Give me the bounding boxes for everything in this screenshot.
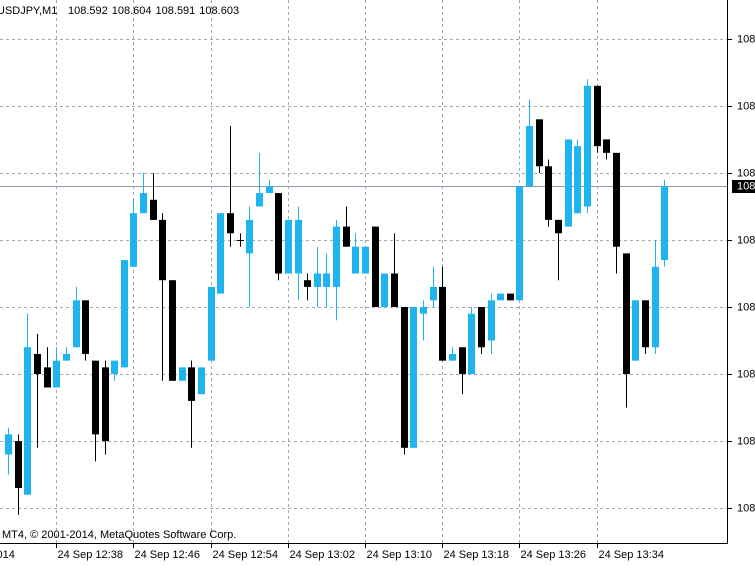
candle-body — [188, 367, 195, 401]
y-tick-label: 108 — [737, 167, 755, 179]
candle-body — [159, 219, 166, 281]
candle-body — [381, 273, 388, 308]
candle-body — [594, 85, 601, 147]
x-tick-label: 24 Sep 12:46 — [135, 549, 200, 561]
y-tick-label: 108 — [737, 435, 755, 447]
candle-body — [24, 347, 31, 495]
labels: USDJPY,M1 MT4, © 2001-2014, MetaQuotes S… — [0, 5, 755, 561]
copyright: MT4, © 2001-2014, MetaQuotes Software Co… — [2, 529, 236, 541]
candle-body — [237, 239, 244, 241]
candle-body — [603, 139, 610, 153]
candle-body — [507, 293, 514, 301]
candle-body — [459, 347, 466, 375]
candle-body — [256, 193, 263, 207]
candle-body — [63, 353, 70, 361]
x-tick-label: 24 Sep 13:02 — [290, 549, 355, 561]
candle-body — [574, 146, 581, 214]
header-value: 108.591 — [156, 5, 196, 17]
chart-title: USDJPY,M1 — [0, 5, 57, 17]
candle-body — [439, 286, 446, 361]
candle-body — [198, 367, 205, 395]
candle-body — [275, 193, 282, 274]
x-tick-label: 24 Sep 13:34 — [599, 549, 664, 561]
candle-body — [15, 441, 22, 489]
candle-body — [497, 293, 504, 301]
candle-body — [565, 139, 572, 227]
candle-body — [44, 367, 51, 388]
candle-body — [613, 152, 620, 247]
x-tick-label: 24 Sep 13:10 — [367, 549, 432, 561]
x-tick-label: 24 Sep 12:54 — [213, 549, 278, 561]
header-value: 108.592 — [68, 5, 108, 17]
candle-body — [642, 300, 649, 348]
candle-body — [661, 186, 668, 261]
header-value: 108.603 — [199, 5, 239, 17]
candle-body — [333, 226, 340, 287]
x-tick-label: 24 Sep 12:38 — [58, 549, 123, 561]
candle-body — [34, 353, 41, 375]
y-tick-label: 108 — [737, 301, 755, 313]
y-tick-label: 108 — [737, 234, 755, 246]
candle-body — [372, 226, 379, 308]
candle-body — [82, 300, 89, 354]
candle-body — [285, 219, 292, 274]
x-tick-label: 24 Sep 13:18 — [444, 549, 509, 561]
candle-body — [150, 199, 157, 220]
candle-body — [314, 273, 321, 287]
candle-body — [169, 280, 176, 381]
candle-body — [102, 367, 109, 442]
price-tag-label: 108 — [737, 180, 755, 192]
y-tick-label: 108 — [737, 100, 755, 112]
candle-body — [468, 313, 475, 375]
candle-body — [53, 360, 60, 388]
candle-body — [401, 307, 408, 448]
candle-body — [449, 353, 456, 361]
candle-body — [478, 307, 485, 348]
candle-body — [362, 246, 369, 274]
candle-body — [632, 300, 639, 361]
candle-body — [208, 286, 215, 361]
candles — [5, 79, 668, 515]
candle-body — [246, 219, 253, 254]
candle-body — [420, 307, 427, 314]
candle-body — [584, 85, 591, 207]
candle-body — [217, 213, 224, 294]
x-tick-label: 24 Sep 2014 — [0, 549, 15, 561]
candle-body — [130, 213, 137, 267]
candle-body — [536, 119, 543, 167]
candle-body — [555, 219, 562, 234]
y-tick-label: 108 — [737, 502, 755, 514]
candle-body — [430, 286, 437, 301]
candle-body — [121, 260, 128, 368]
candle-body — [266, 186, 273, 194]
candle-body — [623, 253, 630, 375]
candle-body — [140, 193, 147, 214]
candle-body — [111, 360, 118, 375]
candle-body — [526, 126, 533, 187]
y-tick-label: 108 — [737, 33, 755, 45]
candle-body — [516, 186, 523, 301]
candle-body — [5, 434, 12, 455]
candle-body — [227, 213, 234, 234]
candle-body — [304, 280, 311, 287]
candle-body — [323, 273, 330, 287]
candle-body — [352, 246, 359, 274]
candle-body — [488, 300, 495, 341]
candle-body — [343, 226, 350, 247]
candle-body — [295, 219, 302, 274]
candle-body — [73, 300, 80, 348]
candle-body — [391, 273, 398, 308]
candle-body — [652, 266, 659, 348]
candle-body — [545, 166, 552, 220]
price-tag — [732, 180, 755, 193]
y-tick-label: 108 — [737, 368, 755, 380]
candle-body — [410, 307, 417, 448]
candle-body — [179, 367, 186, 381]
header-value: 108.604 — [112, 5, 152, 17]
candle-body — [92, 360, 99, 435]
x-tick-label: 24 Sep 13:26 — [521, 549, 586, 561]
